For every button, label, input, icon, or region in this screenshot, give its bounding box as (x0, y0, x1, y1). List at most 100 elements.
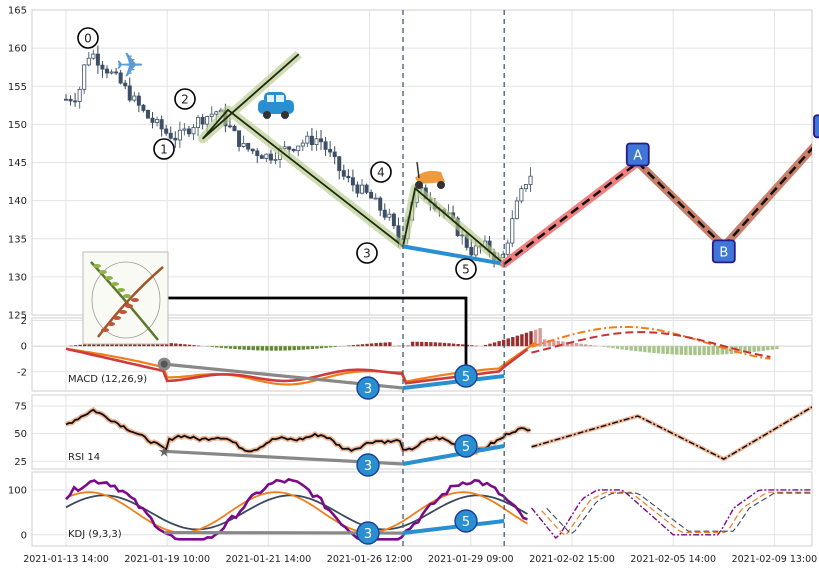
macd-histogram-bar (228, 346, 233, 349)
candle-body (77, 88, 82, 102)
candle-body (323, 141, 328, 150)
candle-body (118, 72, 123, 84)
macd-histogram-bar (652, 346, 656, 354)
panel-frame (31, 471, 813, 547)
macd-projection-signal (531, 326, 771, 360)
macd-histogram-bar (497, 341, 501, 347)
macd-histogram-bar (602, 346, 606, 347)
y-tick-label: 50 (14, 429, 27, 440)
macd-histogram-bar (629, 346, 633, 351)
divergence-start-dot (157, 357, 171, 371)
kdj-projection-k (541, 491, 812, 536)
macd-histogram-bar (656, 346, 661, 354)
macd-histogram-bar (743, 346, 747, 353)
thumbnail-leaf (123, 294, 131, 298)
wave-label-circle (370, 161, 392, 183)
x-tick-label: 2021-01-21 14:00 (226, 554, 312, 565)
car-icon (258, 92, 294, 119)
macd-histogram-bar (297, 346, 301, 350)
candle-body (182, 128, 187, 131)
macd-histogram-bar (533, 329, 538, 347)
thumbnail-leaf (93, 264, 101, 268)
candle-body (164, 128, 169, 134)
macd-histogram-bar (529, 331, 533, 347)
macd-histogram-bar (169, 343, 173, 347)
projection-label-box (813, 114, 819, 139)
x-tick-label: 2021-02-05 14:00 (630, 554, 716, 565)
macd-histogram-bar (233, 346, 237, 350)
candle-body (373, 197, 378, 200)
kdj-panel (65, 477, 812, 541)
macd-histogram-bar (333, 346, 337, 347)
macd-histogram-bar (615, 346, 620, 349)
scooter-wheel (437, 181, 445, 189)
x-tick-labels: 2021-01-13 14:00 2021-01-19 10:00 2021-01-… (23, 554, 817, 565)
macd-histogram-bar (92, 343, 96, 347)
macd-histogram-bar (593, 345, 597, 347)
macd-histogram-bar (579, 343, 583, 347)
y-tick-label: 140 (8, 196, 27, 207)
macd-histogram-bar (246, 346, 251, 350)
dashed-vertical-lines (402, 10, 505, 546)
candle-body (519, 188, 524, 202)
macd-histogram-bar (725, 346, 729, 355)
candle-body (209, 113, 214, 117)
macd-histogram-bar (588, 344, 592, 347)
candle-body (241, 142, 246, 147)
candle-body (196, 117, 201, 128)
macd-histogram-bar (761, 346, 765, 351)
macd-histogram-bar (83, 344, 87, 347)
thumbnail-circle (91, 261, 161, 339)
macd-histogram-bar (237, 346, 242, 350)
scooter-body (415, 170, 445, 184)
rsi-projection-line (531, 406, 812, 460)
macd-histogram-bar (438, 342, 442, 347)
panel-frame (31, 9, 813, 316)
candle-body (155, 119, 160, 123)
macd-histogram-bar (552, 340, 556, 347)
candle-body (378, 197, 383, 211)
macd-histogram-bar (757, 346, 761, 352)
macd-histogram-bar (556, 340, 561, 347)
rsi-panel (64, 404, 812, 462)
macd-histogram-bar (415, 341, 419, 347)
thumbnail-leaf (131, 298, 139, 302)
candle-body (259, 155, 264, 159)
macd-histogram-bar (570, 342, 574, 347)
divergence-marker-label: 5 (462, 440, 470, 455)
macd-histogram-bar (693, 346, 697, 356)
macd-histogram-bar (369, 343, 374, 347)
macd-histogram-bar (306, 346, 310, 350)
projection-label-box (711, 239, 736, 264)
y-tick-label: 125 (8, 311, 27, 322)
rsi-label: RSI 14 (68, 452, 100, 463)
projection-band (500, 158, 642, 268)
scooter-handle (416, 161, 420, 179)
macd-histogram-bar (406, 345, 410, 347)
projection-dashed-line (636, 161, 725, 248)
candle-body (337, 156, 342, 171)
candle-body (355, 184, 360, 194)
macd-histogram-bar (501, 339, 506, 347)
y-tick-label: 145 (8, 158, 27, 169)
y-tick-label: 75 (14, 402, 27, 413)
thumbnail-stem (90, 261, 159, 341)
macd-histogram-bar (429, 342, 433, 347)
macd-histogram-bar (256, 346, 260, 351)
candle-body (387, 213, 392, 218)
wave-label-circle (174, 88, 196, 110)
macd-histogram-bar (697, 346, 702, 356)
macd-line (65, 347, 529, 385)
macd-histogram-bar (310, 346, 315, 350)
candle-body (127, 85, 132, 101)
macd-histogram-bar (684, 346, 688, 355)
projection-label: A (633, 149, 642, 164)
macd-histogram-bar (301, 346, 306, 350)
y-tick-label: 0 (21, 342, 27, 353)
macd-histogram-bar (319, 346, 324, 349)
candle-body (510, 218, 515, 244)
candle-body (109, 71, 114, 74)
macd-histogram-bar (770, 346, 775, 350)
macd-histogram-bar (538, 328, 542, 347)
car-wheel (281, 111, 289, 119)
